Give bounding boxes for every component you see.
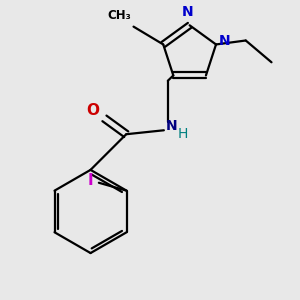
- Text: O: O: [86, 103, 99, 118]
- Text: H: H: [178, 127, 188, 141]
- Text: N: N: [166, 119, 178, 133]
- Text: N: N: [219, 34, 231, 49]
- Text: CH₃: CH₃: [108, 9, 131, 22]
- Text: I: I: [87, 173, 93, 188]
- Text: N: N: [182, 5, 194, 20]
